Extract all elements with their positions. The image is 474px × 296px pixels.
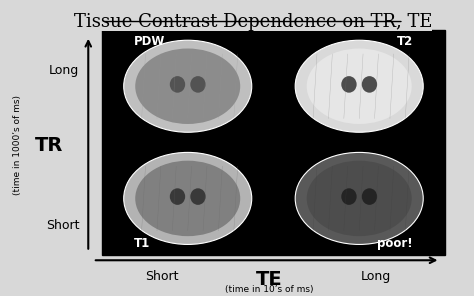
- Ellipse shape: [295, 152, 423, 244]
- Text: T2: T2: [397, 35, 413, 48]
- Ellipse shape: [170, 188, 185, 205]
- Ellipse shape: [362, 76, 377, 93]
- Bar: [102, 30, 445, 255]
- Ellipse shape: [341, 76, 356, 93]
- Text: poor!: poor!: [377, 237, 413, 250]
- Text: (time in 1000’s of ms): (time in 1000’s of ms): [13, 95, 22, 195]
- Text: T1: T1: [134, 237, 150, 250]
- Text: (time in 10’s of ms): (time in 10’s of ms): [225, 285, 313, 294]
- Ellipse shape: [124, 152, 252, 244]
- Ellipse shape: [190, 76, 206, 93]
- Ellipse shape: [341, 188, 356, 205]
- Text: TE: TE: [255, 270, 282, 289]
- Text: TR: TR: [35, 136, 64, 155]
- Ellipse shape: [170, 76, 185, 93]
- Ellipse shape: [307, 161, 412, 236]
- Ellipse shape: [124, 40, 252, 132]
- Text: PDW: PDW: [134, 35, 165, 48]
- Ellipse shape: [295, 40, 423, 132]
- Ellipse shape: [190, 188, 206, 205]
- Ellipse shape: [135, 161, 240, 236]
- Text: Short: Short: [145, 270, 178, 283]
- Ellipse shape: [135, 49, 240, 124]
- Text: Short: Short: [46, 219, 79, 232]
- Ellipse shape: [362, 188, 377, 205]
- Ellipse shape: [307, 49, 412, 124]
- Text: Long: Long: [361, 270, 392, 283]
- Text: Tissue Contrast Dependence on TR, TE: Tissue Contrast Dependence on TR, TE: [73, 13, 432, 31]
- Text: Long: Long: [49, 64, 79, 77]
